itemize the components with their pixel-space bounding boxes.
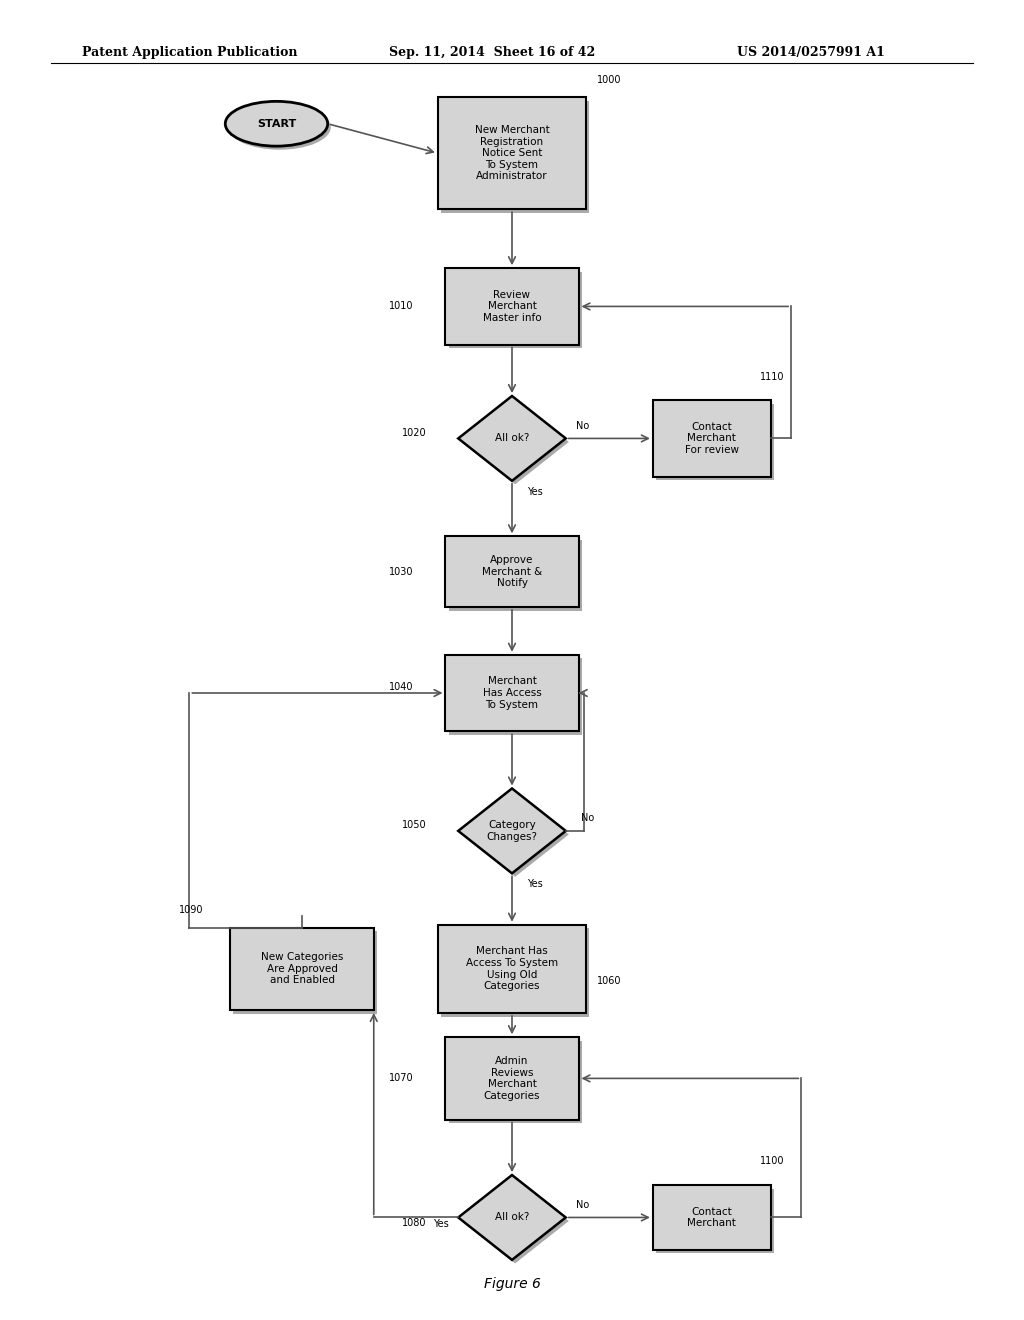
FancyBboxPatch shape — [653, 1185, 770, 1250]
FancyBboxPatch shape — [445, 268, 579, 345]
Polygon shape — [461, 1179, 569, 1263]
FancyBboxPatch shape — [233, 931, 377, 1014]
Text: 1060: 1060 — [596, 975, 621, 986]
Text: New Categories
Are Approved
and Enabled: New Categories Are Approved and Enabled — [261, 952, 343, 986]
Text: Figure 6: Figure 6 — [483, 1276, 541, 1291]
FancyBboxPatch shape — [438, 924, 586, 1012]
Text: Yes: Yes — [527, 879, 543, 890]
Text: All ok?: All ok? — [495, 433, 529, 444]
Text: Merchant
Has Access
To System: Merchant Has Access To System — [482, 676, 542, 710]
Text: START: START — [257, 119, 296, 129]
Text: Contact
Merchant: Contact Merchant — [687, 1206, 736, 1229]
Text: 1100: 1100 — [760, 1156, 784, 1167]
Text: 1000: 1000 — [596, 74, 621, 84]
Text: 1080: 1080 — [401, 1218, 426, 1229]
Polygon shape — [461, 792, 569, 876]
Ellipse shape — [225, 102, 328, 147]
Text: All ok?: All ok? — [495, 1213, 529, 1222]
Polygon shape — [459, 396, 565, 480]
FancyBboxPatch shape — [655, 404, 774, 480]
FancyBboxPatch shape — [440, 100, 590, 213]
Text: 1050: 1050 — [401, 820, 427, 830]
FancyBboxPatch shape — [449, 272, 582, 348]
Polygon shape — [459, 788, 565, 874]
Text: Sep. 11, 2014  Sheet 16 of 42: Sep. 11, 2014 Sheet 16 of 42 — [389, 46, 595, 59]
FancyBboxPatch shape — [440, 928, 590, 1016]
FancyBboxPatch shape — [653, 400, 770, 477]
Text: Admin
Reviews
Merchant
Categories: Admin Reviews Merchant Categories — [483, 1056, 541, 1101]
Text: 1090: 1090 — [179, 904, 204, 915]
Text: No: No — [582, 813, 594, 824]
Polygon shape — [461, 400, 569, 484]
Text: Category
Changes?: Category Changes? — [486, 820, 538, 842]
Text: Review
Merchant
Master info: Review Merchant Master info — [482, 290, 542, 323]
Text: 1040: 1040 — [389, 682, 414, 692]
Text: No: No — [575, 1200, 589, 1210]
Text: US 2014/0257991 A1: US 2014/0257991 A1 — [737, 46, 885, 59]
Text: Yes: Yes — [432, 1218, 449, 1229]
FancyBboxPatch shape — [445, 1038, 579, 1119]
Text: Yes: Yes — [527, 487, 543, 498]
Text: Approve
Merchant &
Notify: Approve Merchant & Notify — [482, 554, 542, 589]
Text: Patent Application Publication: Patent Application Publication — [82, 46, 297, 59]
Polygon shape — [459, 1175, 565, 1259]
Text: Contact
Merchant
For review: Contact Merchant For review — [685, 422, 738, 455]
FancyBboxPatch shape — [230, 928, 374, 1010]
FancyBboxPatch shape — [438, 98, 586, 209]
FancyBboxPatch shape — [445, 655, 579, 731]
Text: 1030: 1030 — [389, 566, 414, 577]
FancyBboxPatch shape — [449, 540, 582, 611]
FancyBboxPatch shape — [449, 1040, 582, 1123]
Text: 1070: 1070 — [389, 1073, 414, 1084]
Text: 1020: 1020 — [401, 428, 427, 437]
FancyBboxPatch shape — [445, 536, 579, 607]
Text: No: No — [575, 421, 589, 432]
FancyBboxPatch shape — [449, 659, 582, 735]
Text: Merchant Has
Access To System
Using Old
Categories: Merchant Has Access To System Using Old … — [466, 946, 558, 991]
FancyBboxPatch shape — [655, 1188, 774, 1254]
Text: 1010: 1010 — [389, 301, 414, 312]
Ellipse shape — [228, 104, 331, 149]
Text: New Merchant
Registration
Notice Sent
To System
Administrator: New Merchant Registration Notice Sent To… — [475, 125, 549, 181]
Text: 1110: 1110 — [760, 371, 784, 381]
